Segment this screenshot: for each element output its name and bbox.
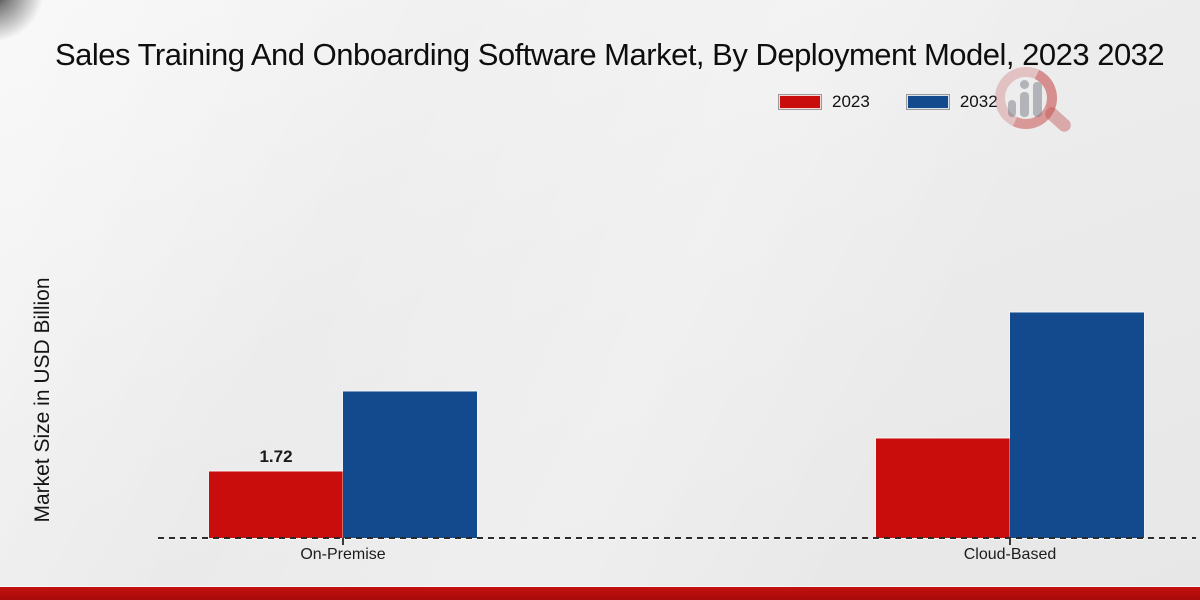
category-label-on-premise: On-Premise [300, 546, 386, 563]
category-label-cloud-based: Cloud-Based [963, 546, 1057, 563]
legend-swatch-2023 [778, 94, 822, 110]
bar-on-premise-2032 [343, 391, 477, 538]
legend: 2023 2032 [778, 92, 998, 112]
x-axis-tick-on-premise [342, 538, 344, 545]
x-axis-baseline-highlight [158, 539, 1196, 540]
legend-item-2032: 2032 [905, 92, 998, 112]
legend-swatch-2032 [905, 94, 950, 110]
bar-value-label: 1.72 [259, 447, 293, 466]
bottom-red-strip [0, 586, 1200, 600]
bar-cloud-based-2032 [1010, 312, 1144, 538]
chart-title: Sales Training And Onboarding Software M… [55, 37, 1165, 72]
legend-label-2032: 2032 [959, 92, 998, 111]
legend-label-2023: 2023 [832, 92, 870, 111]
bar-cloud-based-2023 [876, 438, 1010, 538]
x-axis-tick-cloud-based [1009, 538, 1011, 545]
x-axis-baseline [158, 537, 1196, 539]
bar-on-premise-2023 [209, 471, 343, 538]
legend-item-2023: 2023 [778, 92, 870, 112]
